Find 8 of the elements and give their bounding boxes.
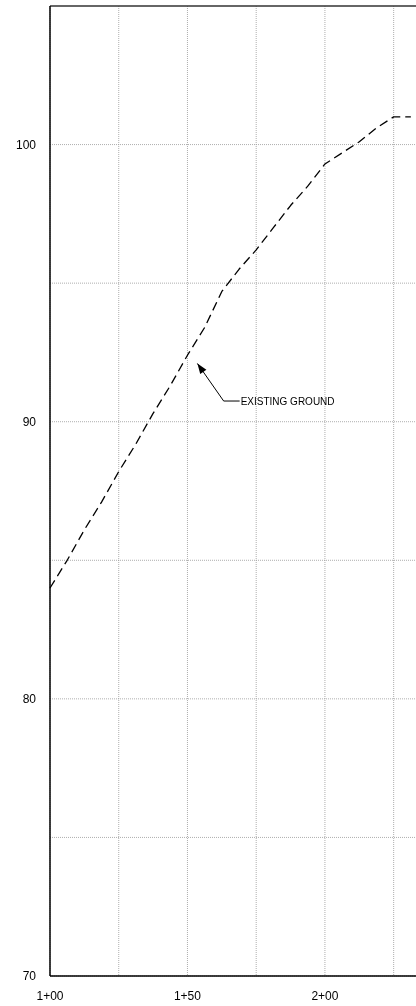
x-tick-label: 1+00 [36, 989, 64, 1003]
y-tick-label: 70 [22, 969, 37, 984]
x-tick-label: 1+50 [173, 989, 202, 1003]
annotation: EXISTING GROUND [240, 395, 335, 407]
x-tick-label: 2+00 [311, 989, 339, 1003]
y-tick-label: 80 [22, 692, 37, 707]
y-tick-label: 100 [15, 137, 37, 152]
y-tick-label: 90 [22, 414, 37, 429]
